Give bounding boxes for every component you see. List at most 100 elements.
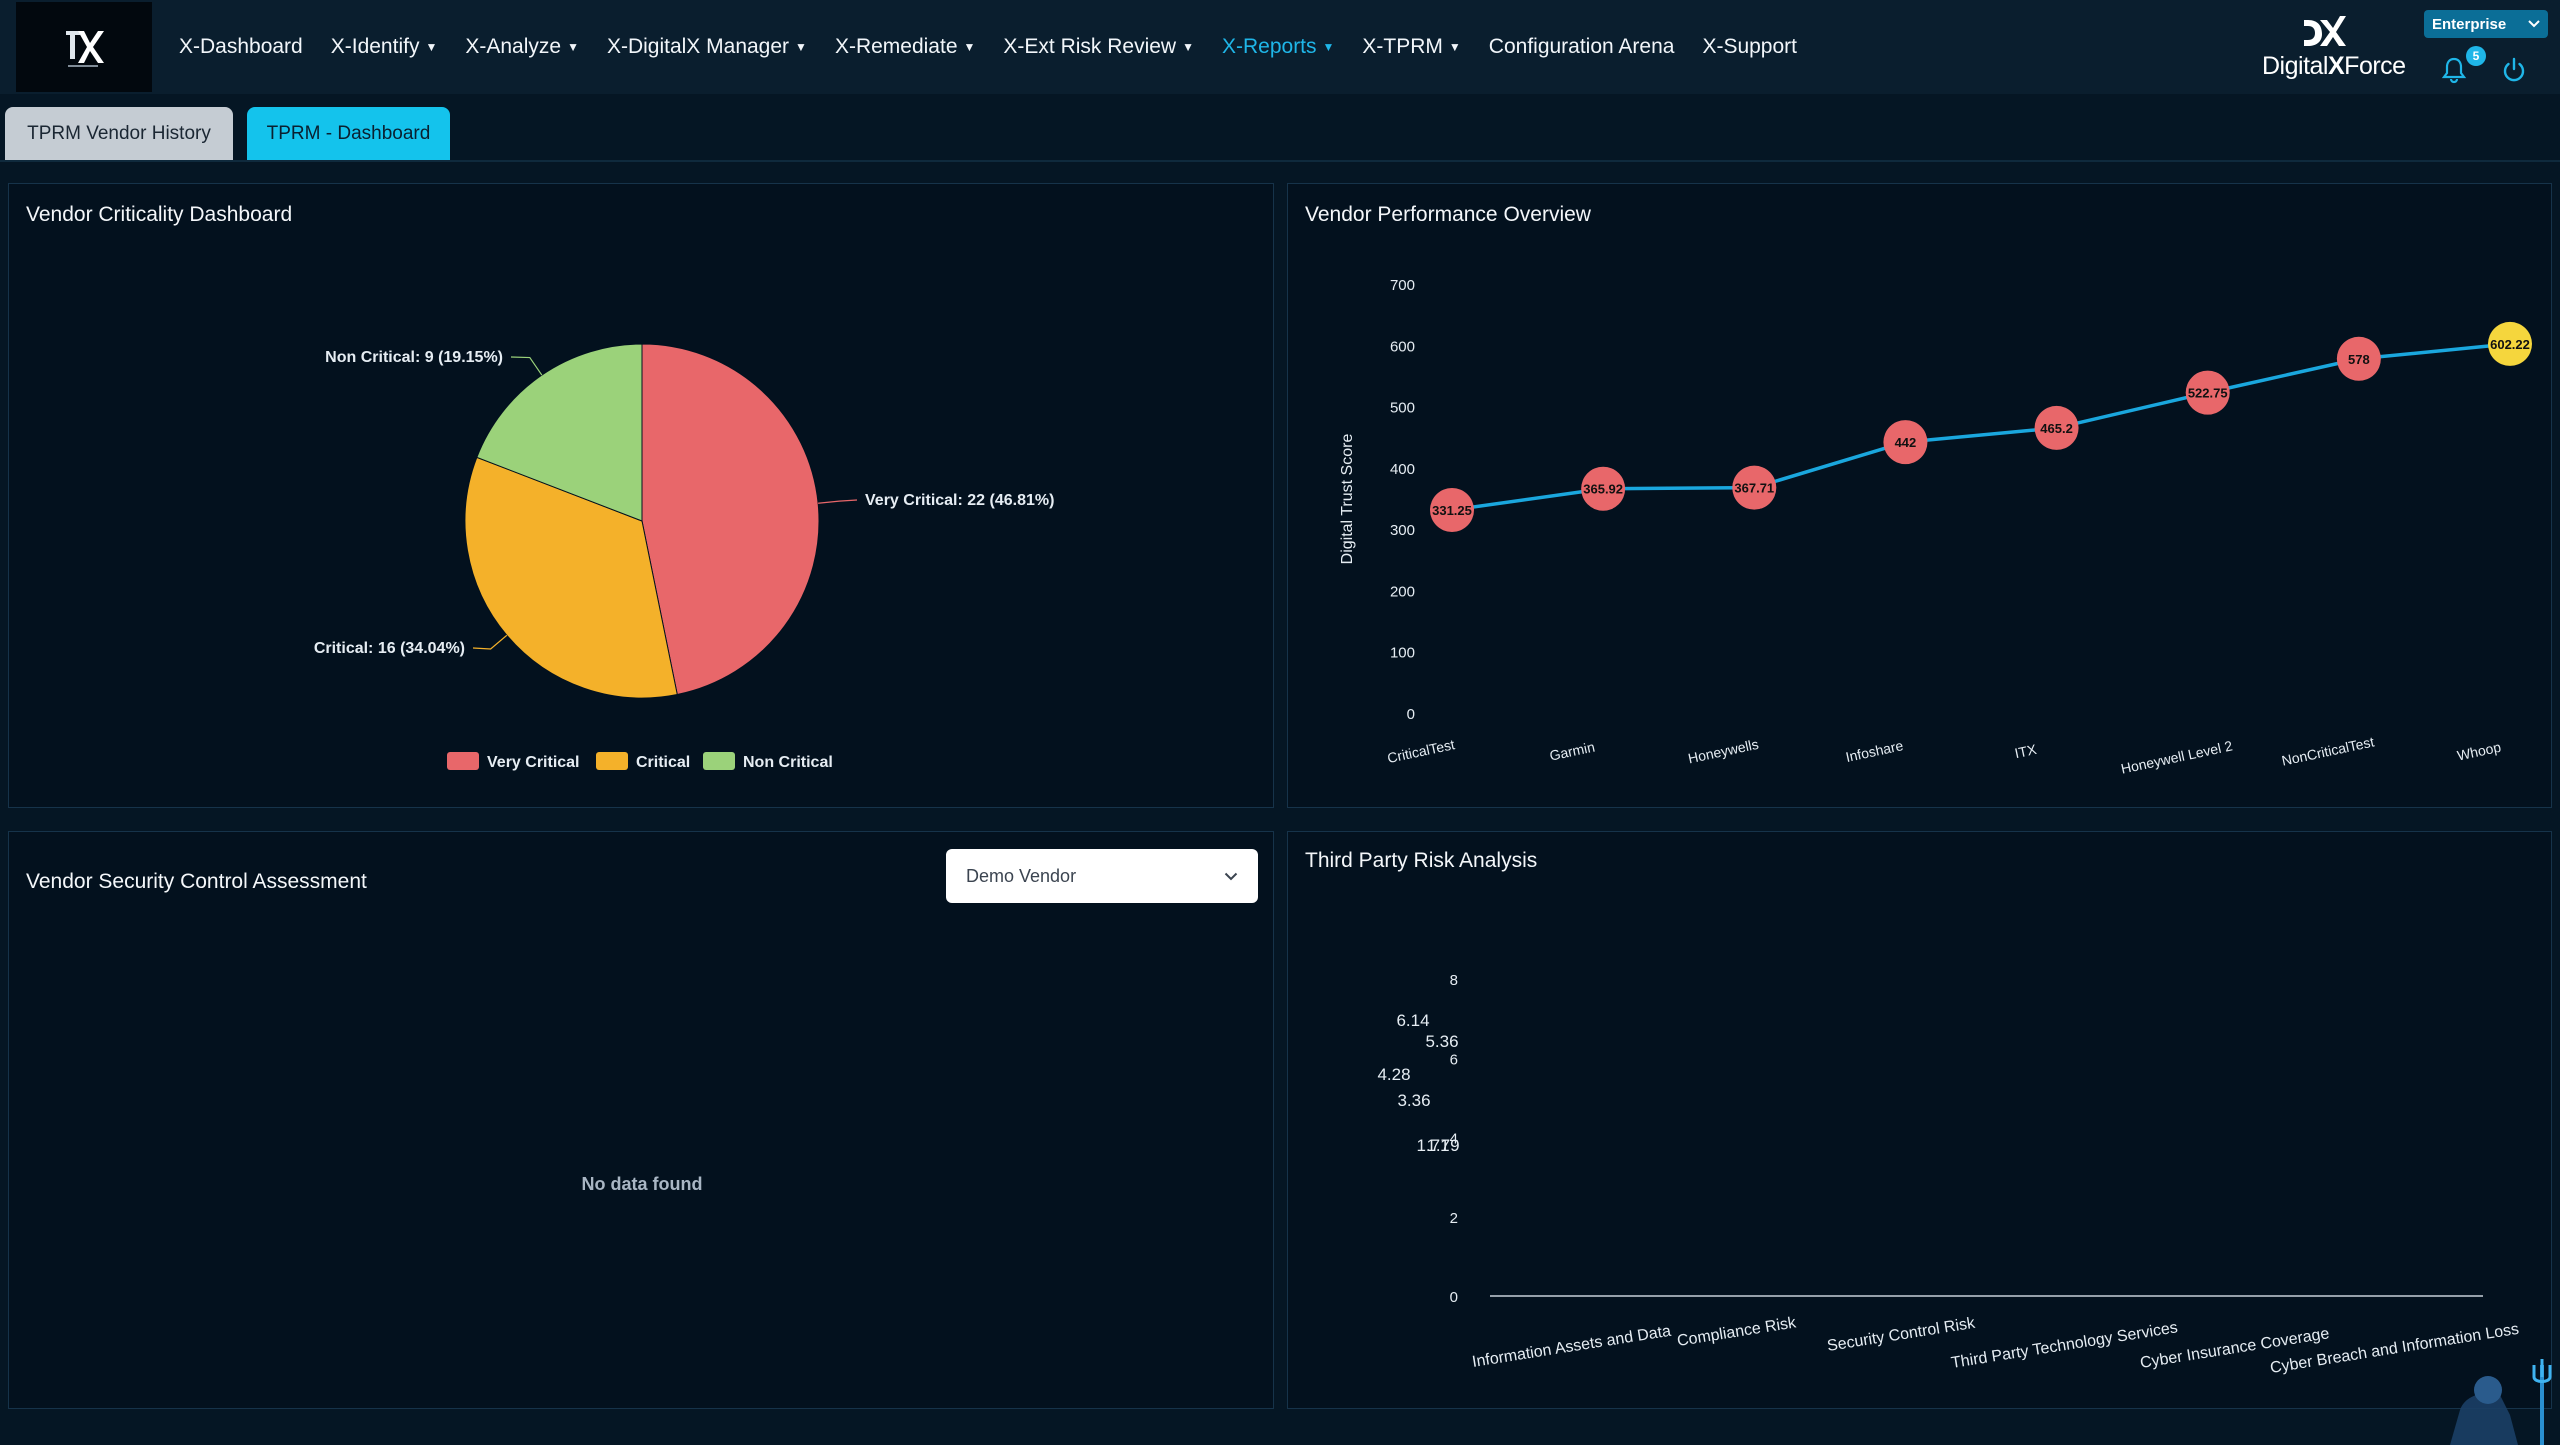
notification-badge: 5 — [2466, 46, 2486, 66]
nav-item-label: Configuration Arena — [1488, 35, 1675, 58]
main-menu: X-Dashboard X-Identify ▼ X-Analyze ▼ X-Digita… — [165, 0, 1811, 94]
y-tick-label: 100 — [1390, 645, 1415, 662]
pie-leader-line — [472, 634, 508, 650]
x-tick-label: Honeywells — [1687, 736, 1760, 767]
x-tick-label: Honeywell Level 2 — [2119, 737, 2234, 776]
pie-slice-very-critical — [641, 343, 820, 696]
panel-title: Vendor Security Control Assessment — [26, 870, 367, 893]
data-point-label: 465.2 — [2040, 421, 2073, 436]
nav-item-label: X-Dashboard — [179, 35, 303, 58]
pie-slice-label: Non Critical: 9 (19.15%) — [325, 349, 503, 366]
nav-item-x-identify[interactable]: X-Identify ▼ — [317, 35, 452, 59]
brand-logo-icon — [2304, 16, 2346, 46]
legend-swatch — [596, 752, 628, 770]
y-tick-label: 700 — [1390, 277, 1415, 294]
vendor-select[interactable]: Demo Vendor — [946, 849, 1258, 903]
legend-swatch — [447, 752, 479, 770]
mascot-icon — [2450, 1359, 2552, 1445]
x-tick-label: Garmin — [1548, 739, 1596, 764]
top-navbar: X-Dashboard X-Identify ▼ X-Analyze ▼ X-Digita… — [0, 0, 2560, 94]
caret-down-icon: ▼ — [567, 40, 579, 54]
vendor-select-value: Demo Vendor — [966, 865, 1077, 886]
x-tick-label: Security Control Risk — [1826, 1315, 1977, 1355]
nav-item-label: X-Reports — [1221, 35, 1317, 58]
y-tick-label: 8 — [1450, 972, 1458, 989]
panel-title: Vendor Criticality Dashboard — [26, 203, 293, 226]
data-point — [2336, 336, 2381, 381]
tab-divider — [0, 160, 2560, 162]
data-point-label: 331.25 — [1432, 503, 1472, 518]
value-label: 3.36 — [1397, 1091, 1430, 1110]
value-label: 1.79 — [1426, 1136, 1459, 1155]
vendor-performance-panel: Vendor Performance Overview 0 100 200 300 40… — [1287, 183, 2552, 808]
x-tick-label: Whoop — [2456, 739, 2503, 764]
legend-label: Critical — [636, 754, 690, 771]
performance-series-line — [1451, 342, 2511, 512]
y-tick-label: 0 — [1450, 1289, 1458, 1306]
y-tick-label: 4 — [1450, 1131, 1458, 1148]
brand-name: DigitalXForce — [2262, 52, 2406, 80]
data-point-label: 367.71 — [1734, 481, 1774, 496]
tab-tprm-vendor-history[interactable]: TPRM Vendor History — [5, 107, 233, 161]
caret-down-icon: ▼ — [795, 40, 807, 54]
caret-down-icon: ▼ — [1182, 40, 1194, 54]
panel-title: Vendor Performance Overview — [1305, 203, 1591, 226]
third-party-risk-panel: Third Party Risk Analysis 0 2 4 6 8 6.14 5.36 4… — [1287, 831, 2552, 1409]
nav-item-x-ext-risk-review[interactable]: X-Ext Risk Review ▼ — [989, 35, 1208, 59]
environment-label: Enterprise — [2432, 15, 2507, 33]
pie-slice-label: Very Critical: 22 (46.81%) — [865, 492, 1054, 509]
data-point-label: 602.22 — [2490, 337, 2530, 352]
logo-icon — [66, 31, 104, 67]
y-tick-label: 0 — [1407, 706, 1415, 723]
nav-item-x-reports[interactable]: X-Reports ▼ — [1208, 35, 1348, 59]
data-point — [2034, 405, 2079, 450]
x-tick-label: Infoshare — [1844, 737, 1905, 765]
x-tick-label: NonCriticalTest — [2280, 733, 2376, 768]
chevron-down-icon — [1224, 872, 1238, 880]
pie-slice-label: Critical: 16 (34.04%) — [314, 640, 465, 657]
y-tick-label: 2 — [1450, 1210, 1458, 1227]
data-point-label: 442 — [1895, 435, 1917, 450]
nav-item-label: X-DigitalX Manager — [606, 35, 790, 58]
no-data-message: No data found — [581, 1174, 703, 1194]
caret-down-icon: ▼ — [1448, 40, 1461, 54]
value-label: 4.28 — [1377, 1065, 1410, 1084]
y-tick-label: 500 — [1390, 400, 1415, 417]
pie-slice-non-critical — [476, 343, 643, 522]
nav-item-label: X-Analyze — [465, 35, 562, 58]
data-point — [2488, 321, 2532, 366]
x-tick-label: Information Assets and Data — [1471, 1323, 1672, 1371]
nav-item-x-digitalx-manager[interactable]: X-DigitalX Manager ▼ — [593, 35, 821, 59]
performance-line-chart: 0 100 200 300 400 500 600 700 Digital Trust Scor… — [1339, 277, 2532, 777]
data-point-label: 365.92 — [1583, 482, 1623, 497]
nav-item-x-support[interactable]: X-Support — [1688, 35, 1811, 59]
nav-item-x-remediate[interactable]: X-Remediate ▼ — [821, 35, 989, 59]
x-tick-label: ITX — [2013, 741, 2038, 761]
y-tick-label: 300 — [1390, 522, 1415, 539]
power-icon[interactable] — [2500, 56, 2528, 84]
bell-icon[interactable] — [2440, 56, 2468, 84]
nav-item-label: X-Ext Risk Review — [1003, 35, 1177, 58]
environment-select[interactable]: Enterprise — [2424, 10, 2548, 38]
data-point — [1883, 420, 1928, 465]
pie-leader-line — [818, 499, 858, 504]
company-logo[interactable] — [16, 2, 152, 92]
nav-item-x-dashboard[interactable]: X-Dashboard — [165, 35, 317, 59]
x-tick-label: CriticalTest — [1386, 736, 1456, 766]
tab-tprm-dashboard[interactable]: TPRM - Dashboard — [247, 107, 450, 161]
risk-analysis-chart: 0 2 4 6 8 6.14 5.36 4.28 3.36 1.711.79 Information… — [1377, 972, 2520, 1377]
nav-item-label: X-Remediate — [834, 35, 958, 58]
chevron-down-icon — [2528, 20, 2540, 28]
nav-item-x-tprm[interactable]: X-TPRM ▼ — [1348, 35, 1474, 59]
pie-leader-line — [510, 356, 543, 376]
data-point — [2185, 370, 2230, 415]
panel-title: Third Party Risk Analysis — [1305, 849, 1538, 872]
nav-item-configuration-arena[interactable]: Configuration Arena — [1475, 35, 1689, 59]
data-point-label: 578 — [2348, 352, 2370, 367]
nav-item-label: X-Identify — [330, 35, 420, 58]
nav-item-x-analyze[interactable]: X-Analyze ▼ — [451, 35, 593, 59]
y-tick-label: 6 — [1450, 1051, 1458, 1068]
data-point-label: 522.75 — [2188, 386, 2228, 401]
data-point — [1581, 466, 1626, 511]
y-tick-label: 400 — [1390, 461, 1415, 478]
